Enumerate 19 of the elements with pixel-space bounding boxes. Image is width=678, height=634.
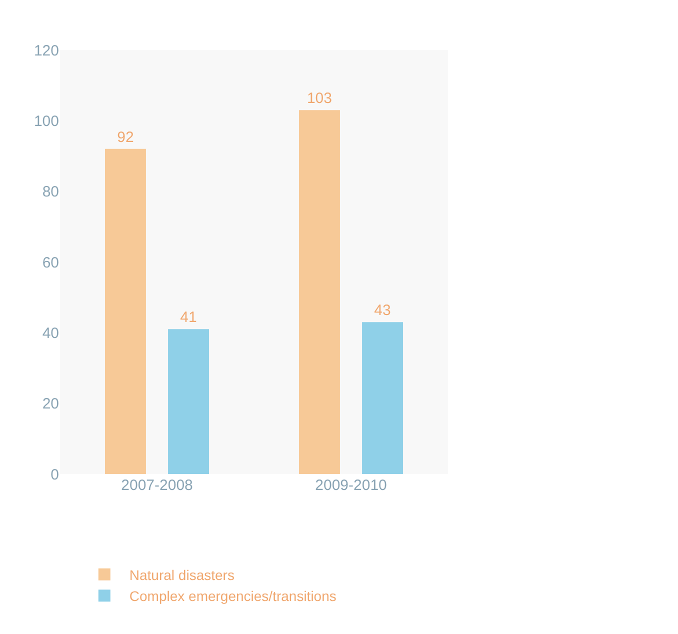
bar	[104, 148, 146, 474]
y-tick-label: 100	[34, 112, 59, 130]
y-tick-label: 40	[42, 324, 59, 342]
y-tick-label: 120	[34, 42, 59, 60]
y-tick-label: 20	[42, 396, 59, 413]
y-tick-label: 0	[50, 466, 59, 484]
data-label: 43	[374, 302, 391, 320]
y-tick-label: 60	[42, 254, 59, 272]
y-tick-label: 80	[42, 184, 59, 201]
data-label: 103	[306, 90, 332, 108]
bar	[168, 329, 210, 474]
x-tick-label: 2007-2008	[121, 477, 193, 494]
data-label: 41	[180, 309, 197, 326]
bar	[362, 322, 404, 474]
legend-label: Complex emergencies/transitions	[129, 588, 336, 604]
bar	[298, 110, 340, 474]
x-tick-label: 2009-2010	[315, 477, 387, 494]
legend-label: Natural disasters	[129, 566, 234, 583]
data-label: 92	[117, 128, 134, 146]
